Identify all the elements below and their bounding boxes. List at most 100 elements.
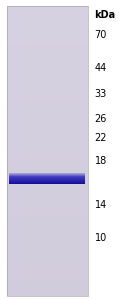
- Bar: [7, 42, 88, 43]
- Bar: [7, 293, 88, 294]
- Bar: [7, 36, 88, 37]
- Bar: [7, 119, 88, 120]
- Bar: [7, 283, 88, 284]
- Bar: [7, 111, 88, 112]
- Bar: [7, 105, 88, 106]
- Bar: [7, 141, 88, 142]
- Bar: [7, 182, 88, 183]
- Text: 33: 33: [95, 89, 107, 100]
- Bar: [7, 64, 88, 65]
- Bar: [7, 158, 88, 159]
- Bar: [7, 198, 88, 199]
- Bar: [7, 149, 88, 150]
- Bar: [7, 152, 88, 153]
- Text: 10: 10: [95, 233, 107, 243]
- Bar: [7, 92, 88, 93]
- Bar: [7, 35, 88, 36]
- Bar: [7, 206, 88, 207]
- Bar: [7, 239, 88, 240]
- Bar: [7, 15, 88, 16]
- Bar: [7, 235, 88, 236]
- Bar: [7, 264, 88, 265]
- Bar: [7, 275, 88, 276]
- Bar: [7, 219, 88, 220]
- Bar: [7, 125, 88, 126]
- Bar: [7, 183, 88, 184]
- Bar: [7, 250, 88, 251]
- Bar: [7, 203, 88, 204]
- Bar: [7, 268, 88, 269]
- Bar: [7, 173, 88, 174]
- Bar: [7, 98, 88, 99]
- Text: 70: 70: [95, 30, 107, 40]
- Bar: [7, 14, 88, 15]
- Bar: [7, 51, 88, 52]
- Bar: [7, 63, 88, 64]
- Bar: [7, 180, 88, 181]
- Bar: [7, 38, 88, 39]
- Bar: [7, 11, 88, 12]
- Bar: [7, 109, 88, 110]
- Bar: [7, 270, 88, 271]
- Bar: [7, 22, 88, 23]
- Bar: [7, 279, 88, 280]
- Bar: [7, 178, 88, 179]
- Bar: [7, 88, 88, 89]
- Bar: [7, 195, 88, 196]
- Bar: [7, 121, 88, 122]
- Bar: [7, 12, 88, 13]
- Bar: [7, 65, 88, 66]
- Bar: [7, 49, 88, 51]
- Bar: [7, 288, 88, 289]
- Bar: [7, 290, 88, 291]
- Bar: [7, 95, 88, 96]
- Bar: [7, 20, 88, 22]
- Bar: [7, 134, 88, 135]
- Bar: [7, 284, 88, 285]
- Bar: [7, 16, 88, 17]
- Bar: [7, 129, 88, 130]
- Bar: [7, 54, 88, 55]
- Bar: [7, 236, 88, 237]
- Bar: [7, 238, 88, 239]
- Bar: [7, 27, 88, 28]
- Bar: [7, 282, 88, 283]
- Bar: [7, 244, 88, 245]
- Bar: [7, 265, 88, 266]
- Bar: [7, 278, 88, 279]
- Bar: [7, 87, 88, 88]
- Bar: [7, 185, 88, 186]
- Bar: [7, 241, 88, 242]
- Bar: [7, 140, 88, 141]
- Bar: [7, 168, 88, 169]
- Bar: [7, 237, 88, 238]
- Bar: [7, 200, 88, 201]
- Bar: [7, 209, 88, 210]
- Text: kDa: kDa: [95, 10, 116, 20]
- Bar: [7, 91, 88, 92]
- Bar: [7, 150, 88, 151]
- Bar: [7, 86, 88, 87]
- Bar: [7, 69, 88, 70]
- Bar: [7, 113, 88, 114]
- Bar: [7, 164, 88, 166]
- Bar: [7, 107, 88, 109]
- Bar: [7, 154, 88, 155]
- Bar: [7, 176, 88, 177]
- Bar: [7, 135, 88, 136]
- Bar: [7, 212, 88, 213]
- Bar: [7, 287, 88, 288]
- Bar: [7, 128, 88, 129]
- Bar: [7, 166, 88, 167]
- Bar: [7, 106, 88, 107]
- Bar: [7, 217, 88, 218]
- Bar: [7, 57, 88, 58]
- Bar: [7, 8, 88, 9]
- Bar: [7, 226, 88, 227]
- Bar: [7, 204, 88, 205]
- Bar: [7, 186, 88, 187]
- Bar: [7, 289, 88, 290]
- Bar: [7, 48, 88, 49]
- Bar: [7, 256, 88, 257]
- Bar: [7, 67, 88, 68]
